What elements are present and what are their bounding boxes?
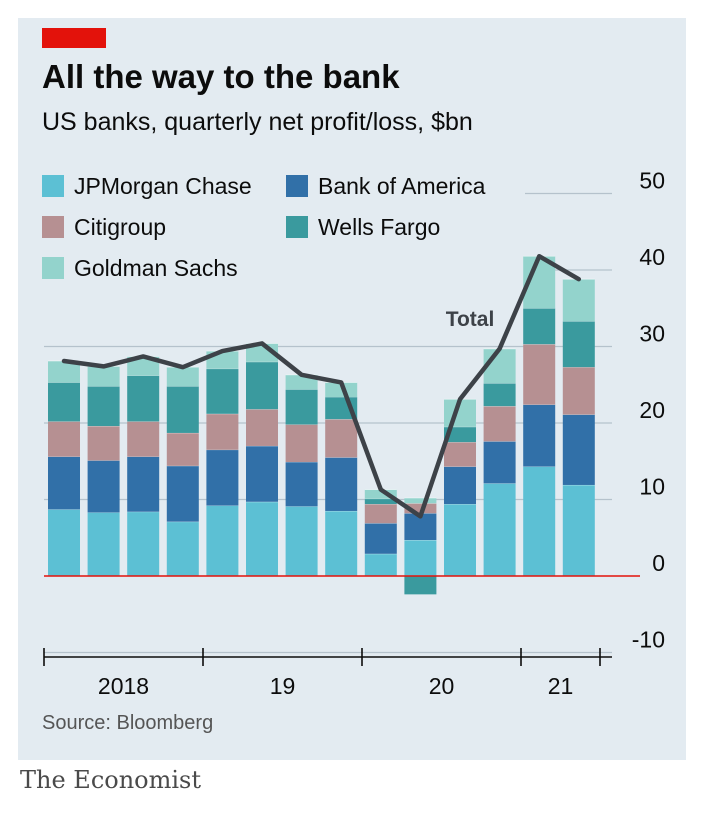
legend-item-goldman-sachs: Goldman Sachs — [42, 254, 238, 282]
x-tick-label: 2018 — [98, 673, 149, 699]
legend-item-jpmorgan: JPMorgan Chase — [42, 172, 252, 200]
bar-segment — [562, 279, 595, 322]
bar-segment — [285, 389, 318, 425]
total-line — [61, 253, 582, 519]
bar-segment — [285, 506, 318, 576]
legend-item-citigroup: Citigroup — [42, 213, 166, 241]
bar-segment — [166, 386, 199, 433]
bar-segment — [364, 523, 397, 554]
bar-segment — [523, 404, 556, 467]
legend-swatch — [286, 175, 308, 197]
bar-segment — [48, 361, 80, 383]
bar-segment — [166, 465, 199, 522]
legend-label: JPMorgan Chase — [74, 172, 252, 199]
bar-segment — [48, 509, 80, 576]
y-tick-label: 20 — [639, 397, 665, 423]
bar-segment — [127, 511, 160, 576]
y-tick-label: -10 — [632, 627, 665, 653]
legend-swatch — [42, 216, 64, 238]
bar-segment — [325, 510, 358, 576]
bar-segment — [246, 445, 278, 502]
bar-segment — [444, 504, 476, 576]
bar-segment — [562, 484, 595, 576]
bar-segment — [206, 413, 239, 450]
y-tick-label: 50 — [639, 168, 665, 194]
y-tick-label: 0 — [652, 550, 665, 576]
bar-segment — [206, 368, 239, 414]
bar-segment — [404, 503, 437, 514]
bar-segment — [523, 466, 556, 576]
bar-segment — [483, 441, 516, 484]
bar-segment — [404, 540, 437, 576]
chart-title: All the way to the bank — [42, 58, 400, 95]
y-tick-label: 30 — [639, 321, 665, 347]
publisher-logo: The Economist — [20, 766, 202, 794]
bar-segment — [246, 409, 278, 446]
bar-segment — [285, 424, 318, 463]
bar-segment — [166, 432, 199, 466]
bar-segment — [87, 460, 120, 513]
x-tick-label: 19 — [270, 673, 296, 699]
bar-segment — [87, 386, 120, 427]
bar-segment — [483, 383, 516, 407]
bar-segment — [562, 367, 595, 415]
bar-segment — [325, 457, 358, 511]
bar-segment — [364, 553, 397, 576]
bar-segment — [285, 462, 318, 507]
legend-swatch — [286, 216, 308, 238]
bar-segment — [127, 356, 160, 376]
legend-item-bank-of-america: Bank of America — [286, 172, 485, 200]
total-line-label: Total — [446, 308, 495, 331]
legend-item-wells-fargo: Wells Fargo — [286, 213, 440, 241]
legend-label: Bank of America — [318, 172, 486, 199]
bar-segment — [48, 456, 80, 510]
bar-segment — [364, 504, 397, 524]
bar-segment — [444, 442, 476, 467]
y-tick-label: 10 — [639, 474, 665, 500]
brand-accent-tab — [42, 28, 106, 48]
bar-segment — [87, 512, 120, 576]
bar-segment — [325, 419, 358, 458]
legend-label: Goldman Sachs — [74, 254, 238, 281]
bar-segment — [206, 449, 239, 506]
bar-segment — [562, 321, 595, 368]
legend-label: Citigroup — [74, 213, 167, 240]
bar-segment — [444, 426, 476, 443]
bar-segment — [166, 521, 199, 576]
bar-segment — [404, 497, 437, 504]
bar-segment — [444, 466, 476, 505]
bar-segment — [87, 426, 120, 461]
bar-segment — [483, 483, 516, 576]
bar-segment — [325, 382, 358, 397]
bar-segment — [87, 366, 120, 387]
bar-segment — [166, 367, 199, 387]
bar-segment — [562, 414, 595, 485]
legend-label: Wells Fargo — [318, 213, 441, 240]
bar-segment — [48, 382, 80, 422]
bar-segment — [404, 576, 437, 595]
y-tick-label: 40 — [639, 244, 665, 270]
bar-segment — [206, 505, 239, 576]
bar-segment — [483, 406, 516, 442]
bar-segment — [127, 375, 160, 422]
bar-segment — [364, 489, 397, 499]
bar-segment — [246, 501, 278, 576]
legend-swatch — [42, 175, 64, 197]
bar-segment — [364, 498, 397, 505]
x-tick-label: 21 — [548, 673, 574, 699]
legend-swatch — [42, 257, 64, 279]
bar-segment — [48, 421, 80, 457]
bar-segment — [523, 308, 556, 345]
bar-segment — [246, 361, 278, 410]
bar-segment — [127, 421, 160, 457]
bar-segment — [523, 344, 556, 405]
bar-segment — [127, 456, 160, 512]
source-note: Source: Bloomberg — [42, 712, 214, 734]
x-tick-label: 20 — [429, 673, 455, 699]
chart-subtitle: US banks, quarterly net profit/loss, $bn — [42, 108, 473, 136]
